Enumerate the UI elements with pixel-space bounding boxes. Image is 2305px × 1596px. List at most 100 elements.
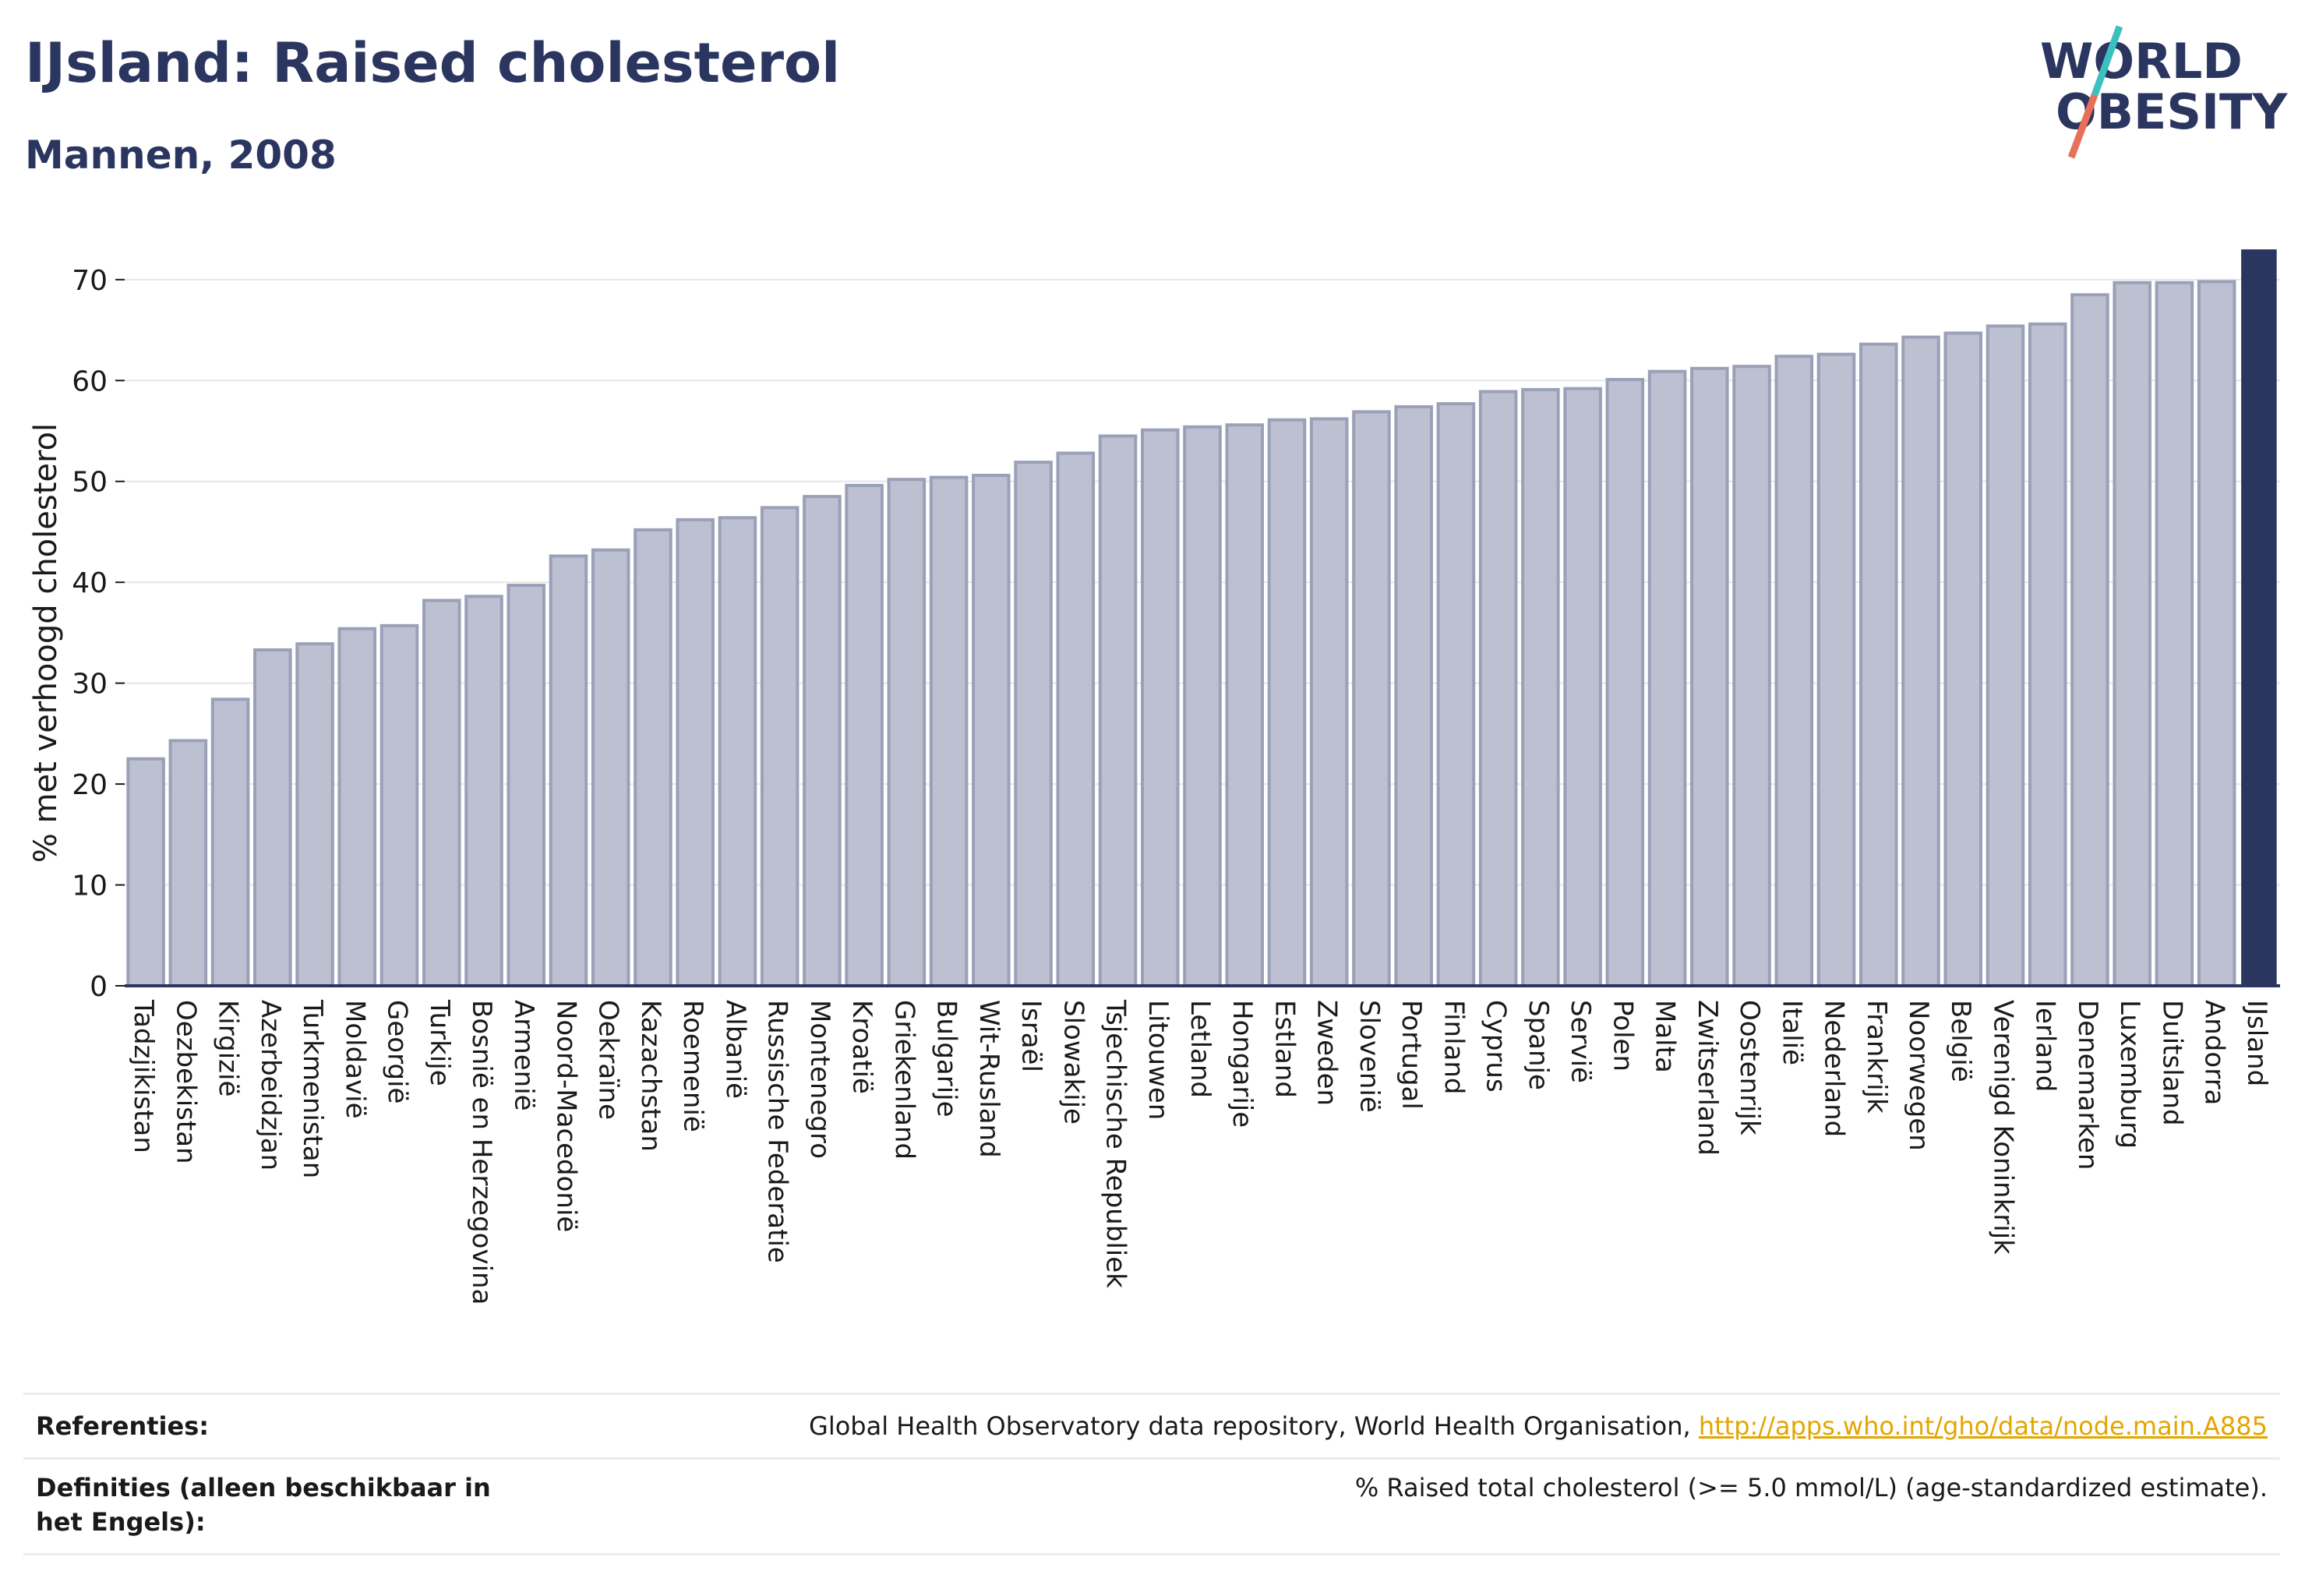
bar-nederland <box>1816 352 1856 987</box>
x-tick-label: Oostenrijk <box>1734 1000 1765 1135</box>
x-tick-label: Kirgizië <box>213 1000 244 1096</box>
bar-albani- <box>718 516 757 987</box>
bar-oezbekistan <box>168 739 208 987</box>
x-tick-label: Ierland <box>2030 1000 2061 1092</box>
y-tick-label: 0 <box>90 971 108 1003</box>
x-tick-label: Zwitserland <box>1692 1000 1723 1156</box>
x-tick-label: Montenegro <box>804 1000 835 1159</box>
x-tick-label: Tsjechische Republiek <box>1100 999 1131 1288</box>
x-tick-label: Verenigd Koninkrijk <box>1987 1000 2018 1255</box>
logo-slash-top <box>2091 25 2123 97</box>
x-tick-label: Noorwegen <box>1903 1000 1934 1151</box>
x-tick-label: Cyprus <box>1481 1000 1512 1093</box>
bar-zweden <box>1309 417 1349 987</box>
axes <box>115 278 2280 987</box>
bar-bulgarije <box>929 475 969 987</box>
chart-subtitle: Mannen, 2008 <box>25 132 337 178</box>
bar-portugal <box>1394 404 1433 987</box>
bar-turkmenistan <box>295 642 334 987</box>
bar-kirgizi- <box>210 697 250 987</box>
bar-itali- <box>1774 355 1814 987</box>
bar-georgi- <box>379 623 419 987</box>
y-tick-label: 60 <box>72 365 108 397</box>
x-tick-label: Frankrijk <box>1861 1000 1892 1114</box>
logo-line1: WORLD <box>2040 33 2243 90</box>
y-tick-label: 20 <box>72 769 108 801</box>
bar-spanje <box>1521 387 1560 987</box>
x-tick-label: Servië <box>1565 1000 1596 1083</box>
tick-labels: 0 10 20 30 40 50 60 70 Tadzjikistan Oezbekistan Ki… <box>72 265 2272 1305</box>
x-tick-label: Turkije <box>424 999 455 1086</box>
bar-hongarije <box>1225 423 1265 987</box>
bar-luxemburg <box>2113 281 2151 987</box>
bar-slowakije <box>1056 451 1096 987</box>
x-tick-label: Moldavië <box>339 1000 370 1119</box>
bar-russische-federatie <box>760 506 800 987</box>
bar-roemeni- <box>676 517 715 987</box>
x-tick-label: Polen <box>1607 1000 1638 1072</box>
x-tick-label: Italië <box>1776 1000 1807 1065</box>
x-tick-label: Kazachstan <box>635 1000 666 1152</box>
x-tick-label: Luxemburg <box>2114 1000 2145 1149</box>
x-tick-label: Wit-Rusland <box>973 1000 1004 1158</box>
x-tick-label: Estland <box>1269 1000 1300 1098</box>
x-tick-label: Bulgarije <box>931 1000 962 1118</box>
bar-oekra-ne <box>591 548 630 987</box>
bar-griekenland <box>887 478 927 987</box>
x-tick-label: Andorra <box>2199 1000 2230 1105</box>
x-tick-label: Oezbekistan <box>170 1000 201 1164</box>
references-text: Global Health Observatory data repositor… <box>809 1411 1699 1441</box>
bar-isra-l <box>1014 461 1053 987</box>
x-tick-label: Malta <box>1650 1000 1681 1073</box>
bar-frankrijk <box>1858 342 1898 987</box>
x-tick-label: Armenië <box>508 1000 539 1111</box>
bar-polen <box>1605 377 1645 987</box>
x-tick-label: Slowakije <box>1057 1000 1089 1125</box>
x-tick-label: Roemenië <box>677 1000 708 1132</box>
x-tick-label: Spanje <box>1523 1000 1554 1090</box>
reference-table: Referenties: Global Health Observatory d… <box>23 1393 2280 1555</box>
bar-andorra <box>2197 280 2236 987</box>
bar-tsjechische-republiek <box>1098 434 1138 987</box>
x-tick-label: Denemarken <box>2072 1000 2103 1170</box>
bar-estland <box>1267 418 1307 987</box>
y-tick-label: 70 <box>72 265 108 297</box>
x-tick-label: Nederland <box>1819 1000 1850 1137</box>
references-value: Global Health Observatory data repositor… <box>809 1409 2268 1443</box>
bar-sloveni- <box>1352 410 1391 987</box>
references-row: Referenties: Global Health Observatory d… <box>23 1393 2280 1457</box>
y-tick-label: 30 <box>72 669 108 701</box>
bar-finland <box>1436 402 1476 987</box>
bar-ijsland <box>2241 249 2277 986</box>
x-tick-label: Georgië <box>382 1000 413 1103</box>
x-tick-label: Azerbeidzjan <box>255 1000 286 1171</box>
definitions-label: Definities (alleen beschikbaar in het En… <box>36 1473 491 1537</box>
y-tick-label: 50 <box>72 467 108 499</box>
x-tick-label: Kroatië <box>846 1000 877 1094</box>
x-tick-label: Albanië <box>719 1000 750 1099</box>
bar-turkije <box>422 598 461 987</box>
definitions-row: Definities (alleen beschikbaar in het En… <box>23 1457 2280 1555</box>
x-tick-label: Hongarije <box>1227 1000 1258 1128</box>
chart-title: IJsland: Raised cholesterol <box>25 31 841 95</box>
x-tick-label: Griekenland <box>888 1000 920 1160</box>
x-tick-label: Slovenië <box>1354 1000 1385 1113</box>
bar-tadzjikistan <box>126 757 165 987</box>
bar-zwitserland <box>1690 366 1729 987</box>
x-tick-label: Tadzjikistan <box>128 999 159 1153</box>
bar-verenigd-koninkrijk <box>1986 324 2025 988</box>
bar-montenegro <box>803 495 842 987</box>
bar-moldavi- <box>337 627 377 988</box>
y-tick-label: 10 <box>72 870 108 902</box>
bars <box>126 249 2277 988</box>
bar-noorwegen <box>1901 335 1940 987</box>
world-obesity-logo: WORLD OBESITY <box>2040 25 2288 159</box>
references-link[interactable]: http://apps.who.int/gho/data/node.main.A… <box>1698 1411 2268 1441</box>
x-tick-label: Noord-Macedonië <box>550 1000 581 1232</box>
x-tick-label: IJsland <box>2241 1000 2272 1086</box>
bar-servi- <box>1563 387 1602 987</box>
bar-oostenrijk <box>1732 365 1771 988</box>
bar-litouwen <box>1140 428 1180 987</box>
definitions-value: % Raised total cholesterol (>= 5.0 mmol/… <box>1354 1473 2268 1502</box>
bar-azerbeidzjan <box>253 648 292 988</box>
